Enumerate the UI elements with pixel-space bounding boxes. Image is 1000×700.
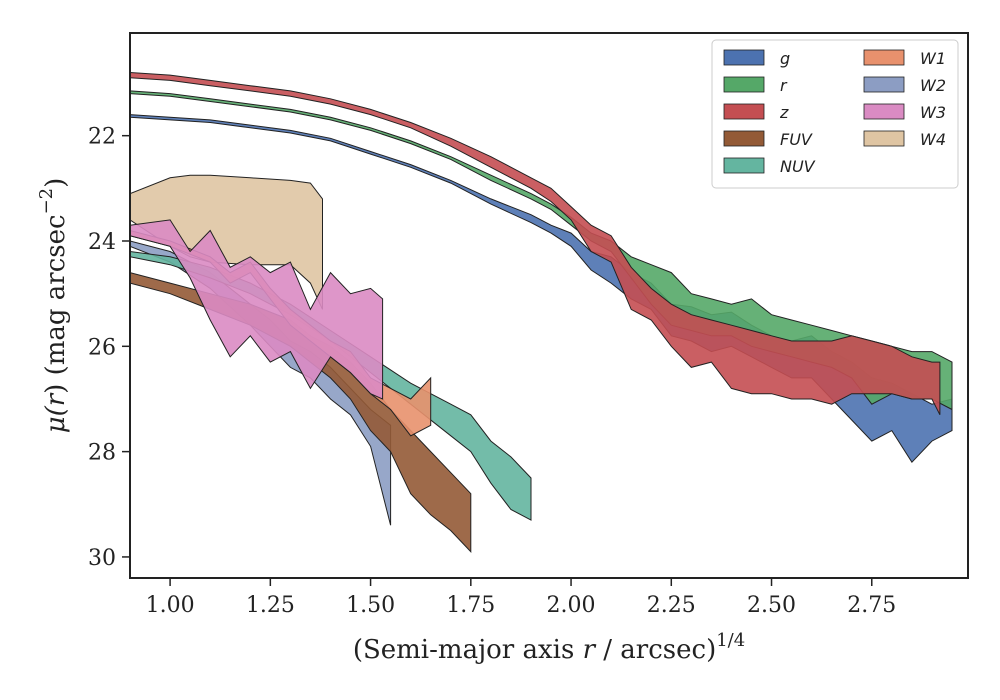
legend-label-w3: W3 xyxy=(920,103,946,122)
legend-swatch-r xyxy=(723,76,765,93)
x-tick-label: 1.75 xyxy=(446,593,495,618)
legend-swatch-w2 xyxy=(863,76,905,93)
y-tick-label: 28 xyxy=(88,441,116,466)
x-tick-label: 1.50 xyxy=(346,593,395,618)
legend-swatch-nuv xyxy=(723,157,765,174)
legend-label-w4: W4 xyxy=(920,130,946,149)
y-tick-label: 30 xyxy=(88,546,116,571)
x-tick-label: 2.75 xyxy=(847,593,896,618)
series-band-w3 xyxy=(130,219,384,400)
legend-label-nuv: NUV xyxy=(780,157,816,176)
x-axis-label: (Semi-major axis r / arcsec)1/4 xyxy=(353,630,745,665)
legend-swatch-z xyxy=(723,103,765,120)
ticks-layer: 1.00 1.25 1.50 1.75 2.00 2.25 2.50 2.75 22 24 26 28… xyxy=(88,125,896,618)
legend-label-r: r xyxy=(780,76,788,95)
legend-label-w2: W2 xyxy=(920,76,946,95)
y-tick-label: 24 xyxy=(88,230,116,255)
legend-label-w1: W1 xyxy=(920,49,946,68)
legend-label-g: g xyxy=(780,49,790,68)
x-tick-label: 1.25 xyxy=(246,593,295,618)
y-tick-label: 22 xyxy=(88,125,116,150)
series-band-z xyxy=(130,71,941,416)
legend-swatch-fuv xyxy=(723,130,765,147)
legend-label-z: z xyxy=(779,103,789,122)
legend-swatch-w1 xyxy=(863,49,905,66)
series-band-g xyxy=(130,114,953,464)
x-tick-label: 2.00 xyxy=(547,593,596,618)
legend-label-fuv: FUV xyxy=(780,130,813,149)
x-tick-label: 2.50 xyxy=(747,593,796,618)
legend-swatch-w3 xyxy=(863,103,905,120)
x-tick-label: 2.25 xyxy=(647,593,696,618)
legend-swatch-g xyxy=(723,49,765,66)
y-axis-label: μ(r) (mag arcsec−2) xyxy=(36,178,71,434)
y-tick-label: 26 xyxy=(88,335,116,360)
series-layer xyxy=(130,71,953,553)
legend: grz FUV NUV W1 W2 W3 W4 xyxy=(711,39,959,189)
legend-swatch-w4 xyxy=(863,130,905,147)
axes-frame xyxy=(129,32,969,579)
x-tick-label: 1.00 xyxy=(146,593,195,618)
